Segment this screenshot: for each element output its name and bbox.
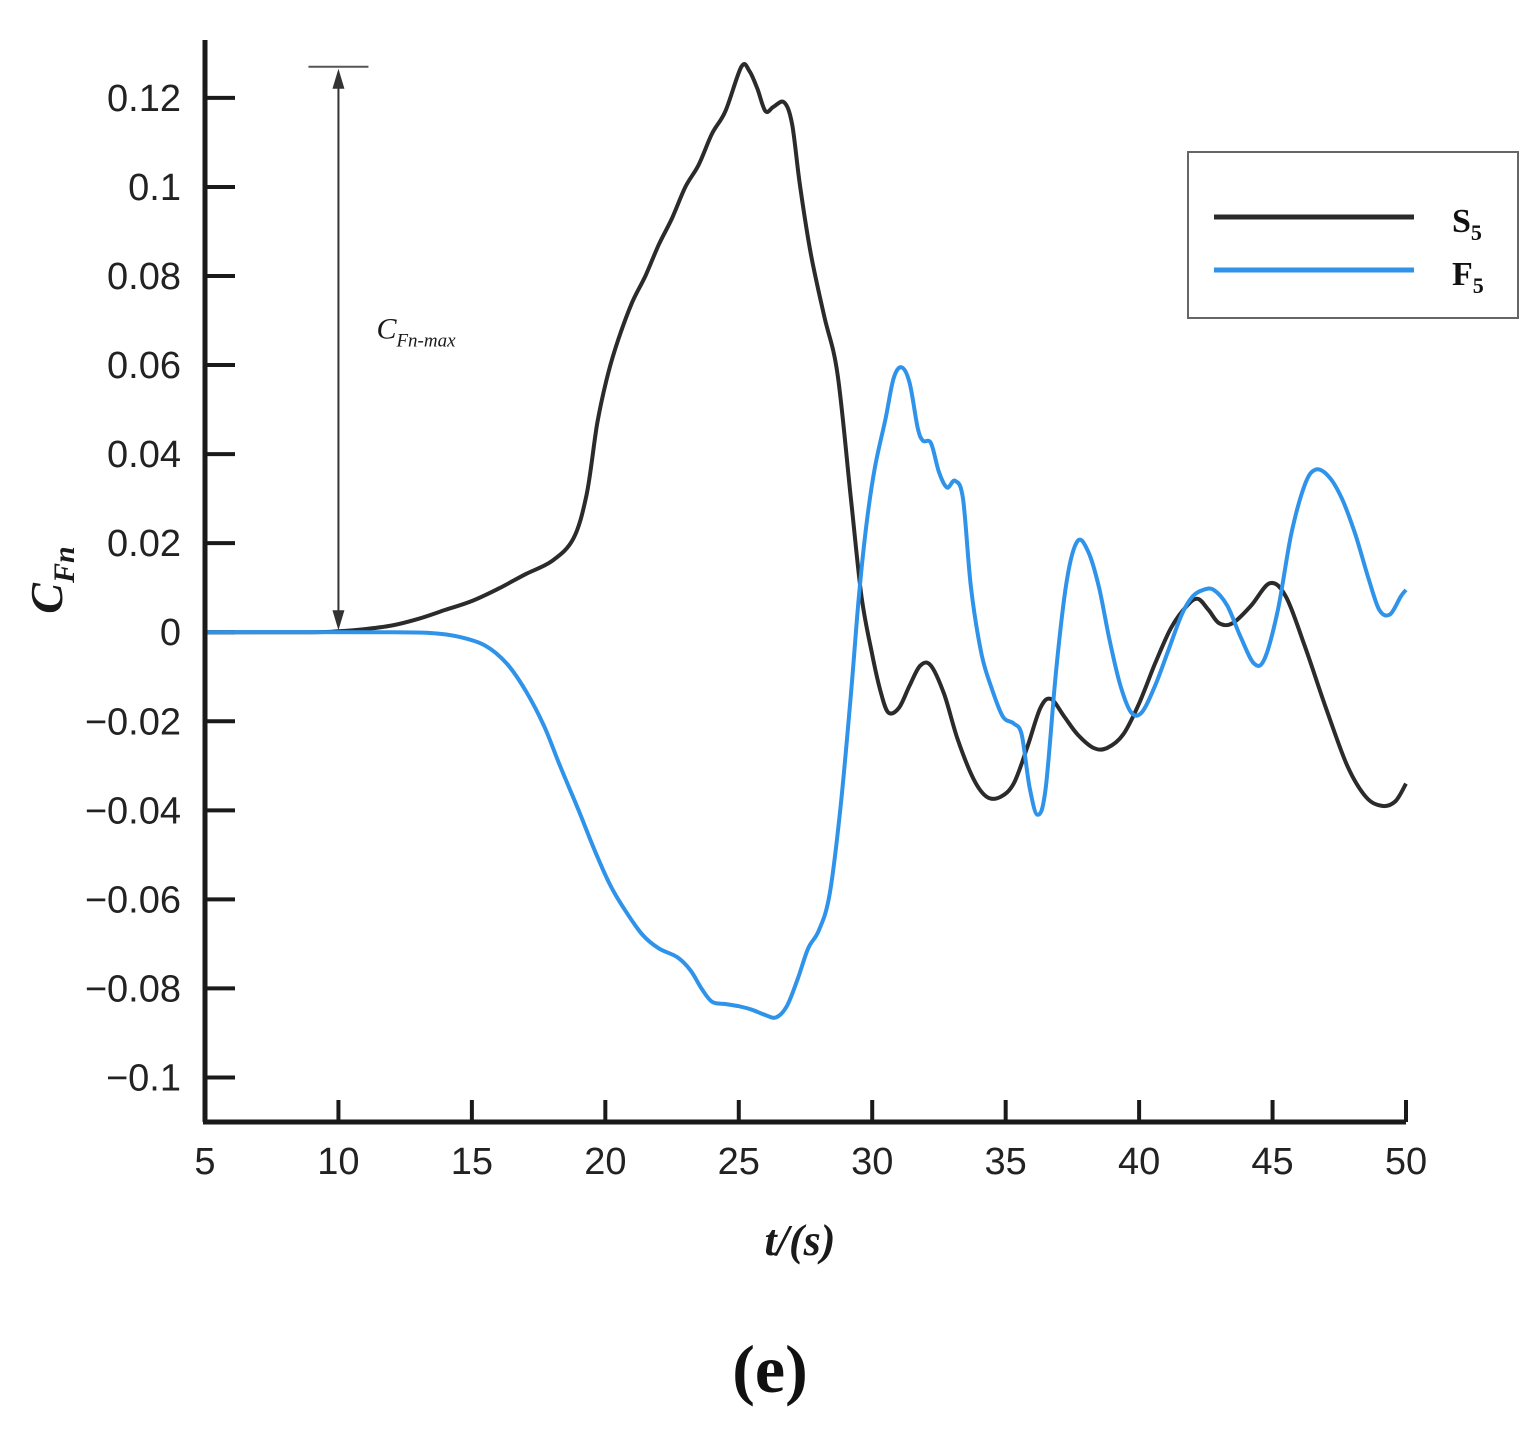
y-tick-label: 0.06 [107,345,181,387]
x-tick-label: 15 [451,1141,493,1183]
legend-label-f5-sub: 5 [1473,273,1484,298]
y-tick-label: −0.08 [85,968,181,1010]
annotation-label: CFn-max [376,312,456,351]
x-axis-ticks: 5 10 15 20 25 30 35 40 45 50 [194,1100,1427,1183]
x-tick-label: 35 [985,1141,1027,1183]
y-tick-label: 0.1 [128,167,181,209]
x-tick-label: 20 [584,1141,626,1183]
x-tick-label: 30 [851,1141,893,1183]
y-tick-label: −0.06 [85,879,181,921]
x-tick-label: 40 [1118,1141,1160,1183]
y-tick-label: −0.02 [85,701,181,743]
x-tick-label: 45 [1251,1141,1293,1183]
x-tick-label: 10 [317,1141,359,1183]
y-tick-label: 0.02 [107,523,181,565]
y-tick-label: 0.04 [107,434,181,476]
legend-label-s5-main: S [1452,203,1471,240]
y-tick-label: 0.08 [107,256,181,298]
y-tick-label: −0.04 [85,790,181,832]
series-line-f5 [204,365,1408,1020]
x-tick-label: 25 [718,1141,760,1183]
y-tick-label: 0.12 [107,78,181,120]
y-axis-title: CFn [21,546,81,613]
annotation-label-main: C [376,312,397,345]
legend-label-f5-main: F [1452,256,1473,293]
y-tick-label: −0.1 [106,1057,181,1099]
series-line-s5 [204,62,1408,809]
y-axis-ticks: −0.1 −0.08 −0.06 −0.04 −0.02 0 0.02 0.04 0.06 0.0… [85,78,235,1099]
legend-label-s5-sub: 5 [1471,220,1482,245]
panel-label: (e) [732,1331,807,1407]
x-axis-title: t/(s) [765,1216,836,1265]
x-tick-label: 50 [1385,1141,1427,1183]
series-layer [204,62,1408,1020]
x-tick-label: 5 [194,1141,215,1183]
legend: S5 F5 [1187,151,1519,319]
y-tick-label: 0 [160,612,181,654]
annotation-label-sub: Fn-max [395,330,456,351]
legend-box [1187,151,1519,319]
annotation-arrowhead-bottom [332,610,345,631]
y-axis-title-main: C [21,582,72,614]
y-axis-title-sub: Fn [48,546,81,584]
annotation-arrowhead-top [332,68,345,89]
legend-label-s5: S5 [1452,203,1482,245]
max-annotation: CFn-max [308,65,456,631]
legend-label-f5: F5 [1452,256,1484,298]
